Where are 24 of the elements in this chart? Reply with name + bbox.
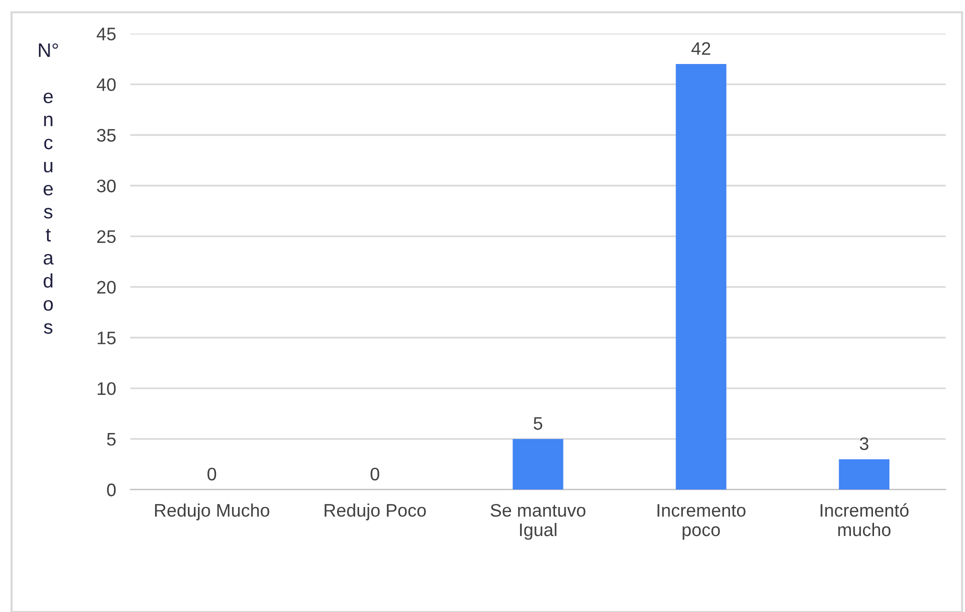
data-label: 0 (370, 468, 380, 480)
data-label: 3 (860, 437, 868, 450)
y-tick-label: 45 (96, 28, 116, 40)
y-tick-label: 10 (98, 382, 116, 395)
y-tick-label: 25 (97, 230, 116, 244)
bar (676, 64, 726, 490)
bar (512, 438, 564, 490)
y-tick-label: 40 (96, 78, 116, 92)
y-tick-label: 0 (107, 484, 116, 496)
text: N° encuestados (38, 43, 58, 334)
data-label: 5 (534, 417, 542, 430)
y-tick-label: 5 (107, 433, 116, 446)
bar (838, 459, 890, 490)
y-tick-label: 15 (98, 332, 116, 344)
x-tick-label: Se mantuvo Igual (490, 504, 586, 540)
y-tick-label: 30 (96, 180, 116, 192)
x-tick-label: Incremento poco (658, 504, 746, 540)
data-label: 42 (691, 42, 710, 55)
data-label: 0 (208, 468, 216, 480)
x-tick-label: Redujo Poco (324, 503, 426, 520)
y-tick-label: 35 (96, 128, 116, 142)
x-tick-label: Incrementó mucho (820, 503, 909, 536)
y-tick-label: 20 (97, 280, 116, 294)
x-tick-label: Redujo Mucho (155, 503, 270, 520)
